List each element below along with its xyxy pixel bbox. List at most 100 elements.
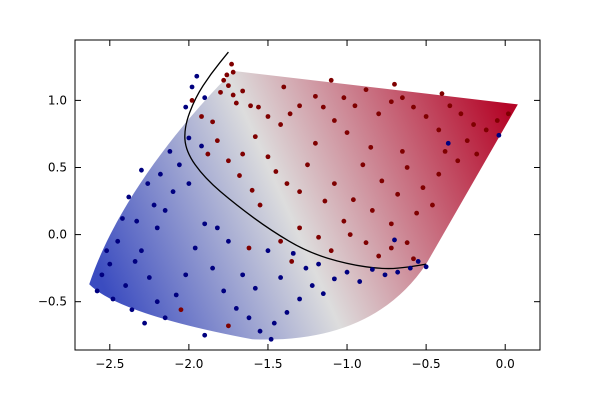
point-blue	[154, 299, 160, 305]
point-red	[257, 202, 263, 208]
point-blue	[186, 135, 192, 141]
x-tick-label: −1.0	[332, 357, 361, 371]
point-blue	[107, 261, 113, 267]
point-red	[297, 189, 302, 195]
point-red	[252, 134, 258, 140]
point-blue	[142, 320, 147, 326]
point-red	[240, 88, 246, 94]
point-red	[214, 138, 220, 144]
point-red	[287, 111, 293, 117]
point-red	[399, 148, 405, 154]
point-red	[379, 178, 385, 184]
point-red	[328, 248, 334, 254]
point-blue	[344, 269, 350, 275]
point-blue	[104, 248, 110, 254]
point-red	[237, 173, 242, 178]
x-tick-label: −1.5	[253, 357, 282, 371]
axes-frame	[74, 39, 541, 351]
point-blue	[162, 315, 168, 321]
point-blue	[331, 276, 337, 282]
y-tick-label: 1.0	[48, 93, 67, 107]
point-blue	[214, 225, 220, 231]
point-red	[178, 307, 184, 313]
point-red	[313, 93, 318, 99]
point-red	[436, 127, 442, 133]
point-red	[505, 111, 511, 117]
point-blue	[176, 162, 182, 168]
point-red	[341, 218, 347, 224]
point-red	[442, 148, 448, 154]
x-tick-label: −2.5	[95, 357, 124, 371]
point-blue	[194, 73, 200, 79]
point-red	[278, 238, 284, 244]
point-red	[436, 171, 442, 177]
y-tick-label: 0.5	[48, 160, 67, 174]
point-blue	[173, 292, 179, 298]
point-blue	[382, 272, 388, 278]
point-red	[494, 118, 500, 123]
point-blue	[189, 84, 195, 90]
point-red	[313, 140, 318, 146]
point-blue	[278, 275, 284, 280]
point-blue	[445, 140, 451, 146]
point-blue	[139, 167, 144, 173]
point-blue	[186, 181, 192, 186]
point-red	[344, 130, 350, 135]
point-red	[352, 103, 358, 109]
point-blue	[202, 95, 208, 101]
point-blue	[252, 285, 258, 291]
point-red	[322, 198, 328, 204]
point-blue	[123, 283, 129, 288]
point-red	[414, 210, 420, 216]
x-tick-label: −0.5	[412, 357, 441, 371]
point-red	[347, 232, 353, 237]
point-red	[363, 240, 369, 246]
point-red	[284, 181, 290, 186]
point-blue	[170, 189, 176, 195]
point-blue	[162, 208, 168, 213]
point-red	[369, 208, 375, 213]
point-red	[392, 81, 397, 87]
point-red	[226, 158, 231, 164]
point-red	[363, 87, 369, 93]
point-red	[404, 165, 410, 170]
point-blue	[265, 248, 271, 254]
point-red	[230, 92, 236, 98]
point-red	[420, 185, 426, 191]
point-blue	[146, 275, 152, 280]
decision-boundary	[184, 51, 427, 270]
point-blue	[210, 265, 216, 271]
point-red	[464, 138, 470, 144]
point-blue	[290, 250, 296, 256]
point-blue	[126, 194, 132, 200]
point-blue	[284, 310, 290, 315]
point-blue	[369, 267, 375, 272]
point-blue	[202, 221, 208, 227]
point-red	[289, 259, 295, 264]
point-blue	[415, 259, 421, 264]
point-blue	[233, 305, 239, 311]
point-blue	[139, 248, 144, 254]
point-blue	[158, 171, 163, 177]
point-blue	[392, 237, 397, 243]
point-red	[281, 84, 287, 90]
point-blue	[268, 336, 274, 342]
point-red	[210, 119, 216, 125]
point-red	[226, 83, 231, 89]
point-blue	[134, 218, 140, 224]
point-blue	[145, 181, 151, 186]
probability-surface	[89, 70, 518, 340]
x-tick-label: −2.0	[174, 357, 203, 371]
point-red	[455, 158, 461, 164]
point-red	[471, 122, 476, 127]
point-red	[199, 114, 204, 119]
point-red	[320, 104, 326, 110]
point-red	[205, 151, 211, 157]
point-red	[368, 144, 374, 150]
point-red	[265, 114, 271, 119]
point-blue	[246, 315, 252, 321]
point-blue	[496, 132, 502, 138]
point-red	[376, 253, 382, 259]
point-red	[233, 100, 239, 106]
